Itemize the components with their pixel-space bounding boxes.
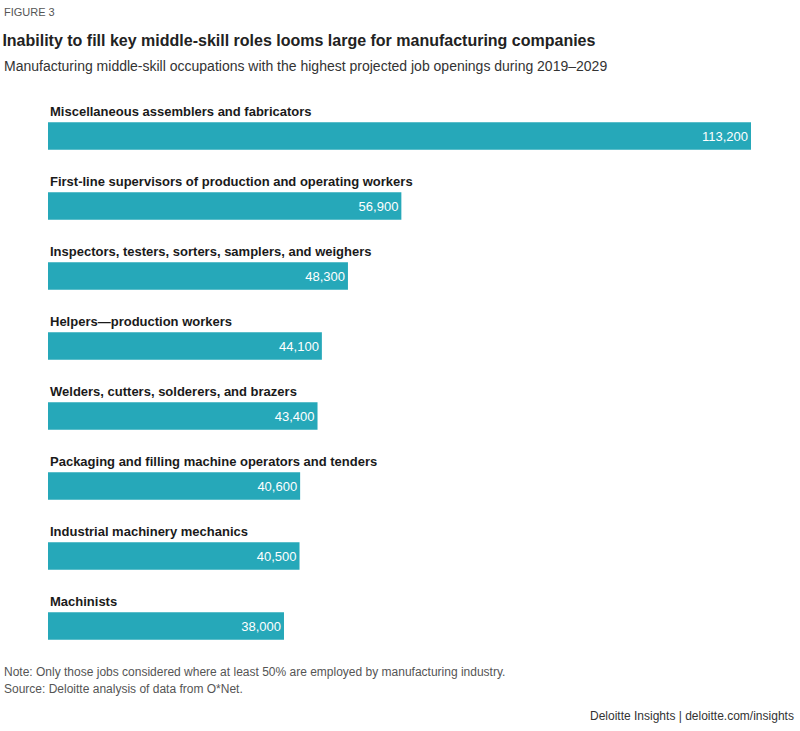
- svg-text:Manufacturing middle-skill occ: Manufacturing middle-skill occupations w…: [4, 58, 607, 74]
- svg-text:44,100: 44,100: [279, 339, 319, 354]
- svg-text:FIGURE 3: FIGURE 3: [4, 6, 55, 18]
- svg-text:43,400: 43,400: [275, 409, 315, 424]
- svg-text:First-line supervisors of prod: First-line supervisors of production and…: [50, 174, 413, 189]
- svg-text:Note: Only those jobs consider: Note: Only those jobs considered where a…: [4, 665, 505, 679]
- svg-text:Inspectors, testers, sorters,: Inspectors, testers, sorters, samplers, …: [50, 244, 372, 259]
- svg-text:Helpers—production workers: Helpers—production workers: [50, 314, 232, 329]
- svg-text:113,200: 113,200: [702, 129, 748, 144]
- svg-text:Source: Deloitte analysis of d: Source: Deloitte analysis of data from O…: [4, 682, 243, 696]
- svg-text:56,900: 56,900: [359, 199, 399, 214]
- svg-text:Machinists: Machinists: [50, 594, 117, 609]
- svg-text:48,300: 48,300: [305, 269, 345, 284]
- svg-text:Deloitte Insights | deloitte.c: Deloitte Insights | deloitte.com/insight…: [590, 709, 794, 723]
- svg-text:40,600: 40,600: [257, 479, 297, 494]
- svg-text:38,000: 38,000: [241, 619, 281, 634]
- svg-text:Industrial machinery mechanics: Industrial machinery mechanics: [50, 524, 248, 539]
- svg-text:40,500: 40,500: [257, 549, 297, 564]
- svg-text:Packaging and filling machine: Packaging and filling machine operators …: [50, 454, 377, 469]
- svg-text:Inability to fill key middle-s: Inability to fill key middle-skill roles…: [2, 32, 595, 49]
- svg-text:Welders, cutters, solderers, a: Welders, cutters, solderers, and brazers: [50, 384, 297, 399]
- svg-text:Miscellaneous assemblers and f: Miscellaneous assemblers and fabricators: [50, 104, 312, 119]
